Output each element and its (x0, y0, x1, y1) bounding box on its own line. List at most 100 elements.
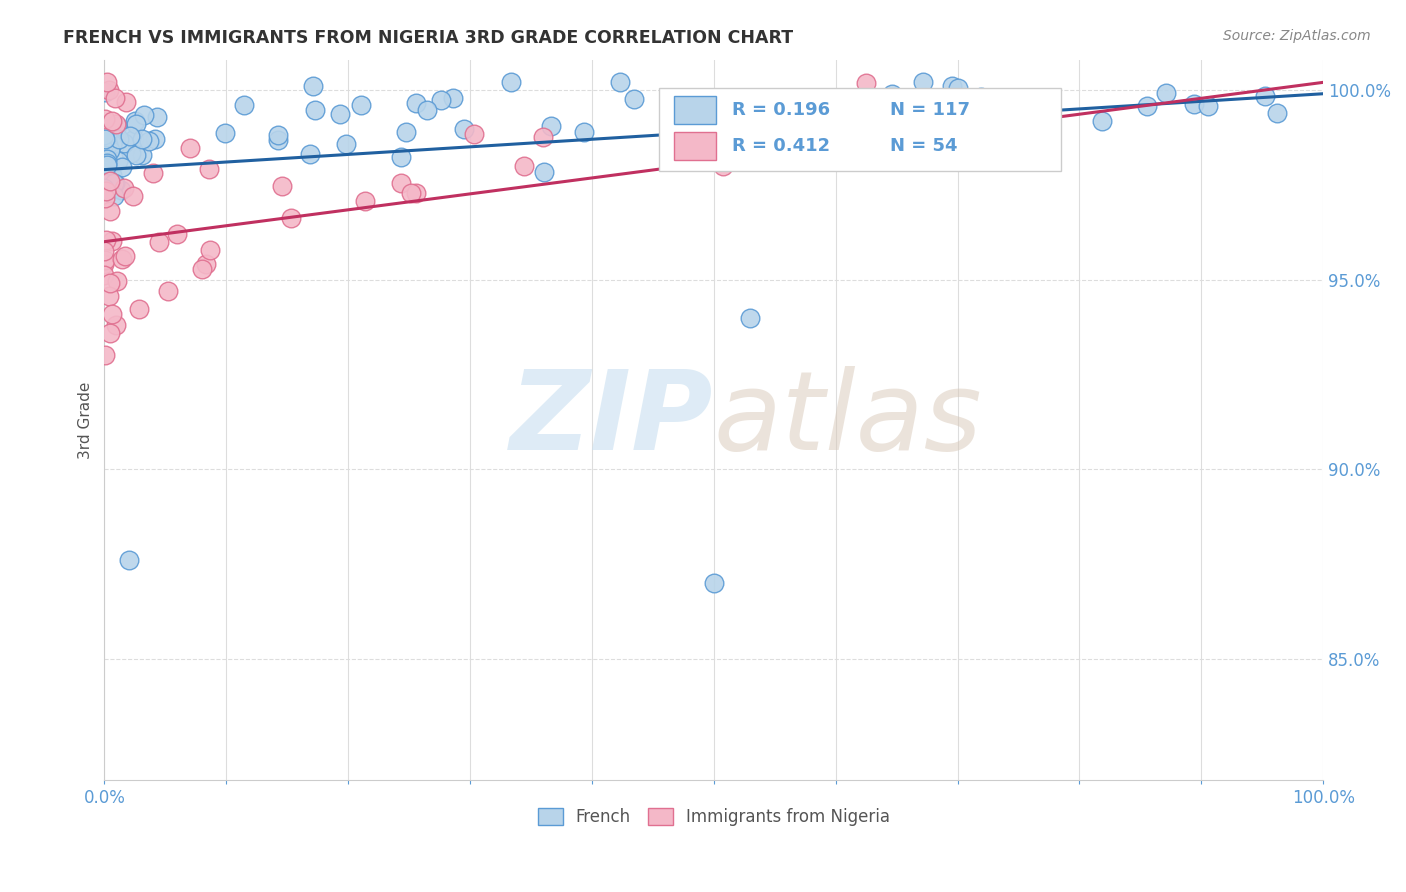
Point (1197, 99, 1219, 113)
Point (298, 147, 321, 161)
Point (101, 136, 124, 151)
Point (96, 121, 118, 136)
Point (499, 75, 522, 89)
Point (98, 174, 121, 188)
Point (271, 179, 294, 194)
Point (98, 128, 121, 143)
Point (93, 191, 115, 205)
Point (96, 158, 118, 172)
Point (96, 166, 118, 180)
Point (232, 98, 254, 112)
Point (105, 318, 128, 332)
Point (880, 87, 903, 101)
Point (453, 121, 475, 136)
Point (740, 310, 762, 325)
Point (93, 268, 115, 282)
Point (93, 244, 115, 258)
FancyBboxPatch shape (673, 95, 716, 125)
Point (97, 289, 120, 303)
Point (93, 136, 115, 150)
Point (350, 98, 373, 112)
Point (103, 189, 125, 203)
Point (94, 128, 117, 142)
Point (938, 99, 960, 113)
Point (430, 94, 453, 108)
Legend: French, Immigrants from Nigeria: French, Immigrants from Nigeria (537, 808, 890, 826)
Point (96, 138, 118, 153)
Point (970, 89, 993, 103)
Point (93, 257, 115, 271)
Point (540, 119, 562, 133)
FancyBboxPatch shape (673, 132, 716, 161)
Point (609, 75, 631, 89)
Point (572, 125, 595, 139)
Point (120, 146, 142, 161)
Point (96, 75, 118, 89)
Point (110, 183, 132, 197)
Point (104, 117, 127, 131)
Point (94, 121, 117, 136)
Point (103, 121, 125, 136)
Point (806, 103, 828, 118)
Point (124, 132, 146, 146)
Point (128, 301, 150, 316)
Point (104, 91, 127, 105)
Point (143, 132, 166, 146)
Point (531, 130, 554, 145)
Point (405, 96, 427, 111)
Text: FRENCH VS IMMIGRANTS FROM NIGERIA 3RD GRADE CORRELATION CHART: FRENCH VS IMMIGRANTS FROM NIGERIA 3RD GR… (63, 29, 793, 46)
Point (166, 227, 188, 242)
Point (131, 132, 153, 146)
Point (703, 576, 725, 591)
Point (93, 128, 115, 142)
Point (96, 233, 118, 247)
Point (94, 156, 117, 170)
Point (93, 180, 115, 194)
Point (93, 139, 115, 153)
Point (125, 148, 148, 162)
Point (112, 181, 135, 195)
Point (97, 158, 120, 172)
Point (93, 349, 115, 363)
Point (267, 128, 290, 142)
Point (391, 150, 413, 164)
Point (1136, 99, 1159, 113)
Point (855, 128, 877, 142)
Point (963, 121, 986, 136)
Point (103, 132, 125, 146)
Point (844, 121, 866, 136)
Point (946, 103, 969, 117)
Point (416, 103, 439, 117)
Point (94, 145, 117, 159)
Point (198, 243, 221, 257)
Point (94, 127, 117, 141)
Point (124, 113, 146, 128)
Point (124, 117, 146, 131)
Point (946, 81, 969, 95)
Point (304, 103, 326, 118)
Point (93, 132, 115, 146)
Point (114, 95, 136, 110)
Point (93, 140, 115, 154)
Point (302, 78, 325, 93)
Text: Source: ZipAtlas.com: Source: ZipAtlas.com (1223, 29, 1371, 43)
Point (96, 130, 118, 145)
Point (100, 114, 122, 128)
Point (1002, 112, 1025, 127)
Point (329, 107, 352, 121)
Point (96, 184, 118, 198)
Point (101, 169, 124, 183)
Point (96, 156, 118, 170)
Point (118, 129, 141, 144)
Point (157, 284, 180, 298)
Point (197, 161, 219, 176)
Text: R = 0.196: R = 0.196 (733, 101, 830, 119)
Point (93, 130, 115, 145)
Point (794, 108, 817, 122)
Point (105, 275, 128, 289)
Point (132, 108, 155, 122)
Point (107, 153, 129, 168)
Point (785, 107, 807, 121)
Point (195, 257, 218, 271)
Point (179, 141, 201, 155)
